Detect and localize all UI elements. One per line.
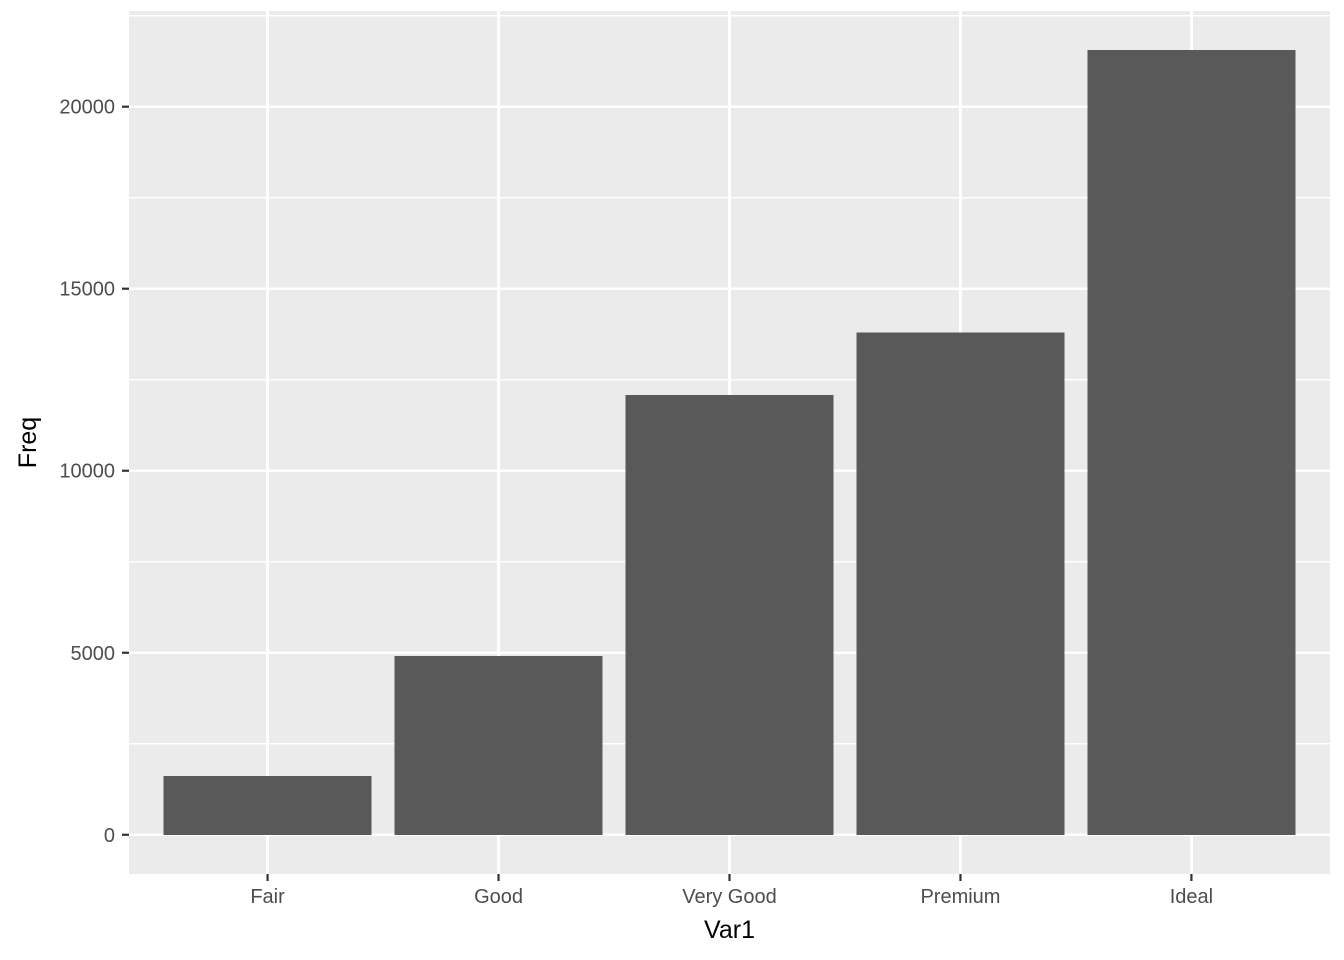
y-tick-label-20000: 20000 (59, 97, 115, 119)
x-tick-label-good: Good (474, 886, 523, 908)
x-tick-label-ideal: Ideal (1170, 886, 1213, 908)
axis-ticks (122, 105, 1193, 881)
y-tick-label-0: 0 (104, 825, 115, 847)
bar-ideal (1087, 50, 1296, 835)
x-tick-label-very-good: Very Good (682, 886, 777, 908)
x-tick-label-fair: Fair (250, 886, 285, 908)
bar-fair (163, 776, 372, 835)
x-axis-title: Var1 (704, 916, 755, 944)
bar-premium (856, 332, 1065, 835)
bars (163, 50, 1296, 835)
y-tick-label-15000: 15000 (59, 279, 115, 301)
x-tick-label-premium: Premium (920, 886, 1000, 908)
bar-good (394, 656, 603, 835)
bar-very-good (625, 394, 834, 835)
y-tick-label-10000: 10000 (59, 461, 115, 483)
y-tick-label-5000: 5000 (71, 643, 116, 665)
y-axis-title: Freq (14, 417, 42, 468)
